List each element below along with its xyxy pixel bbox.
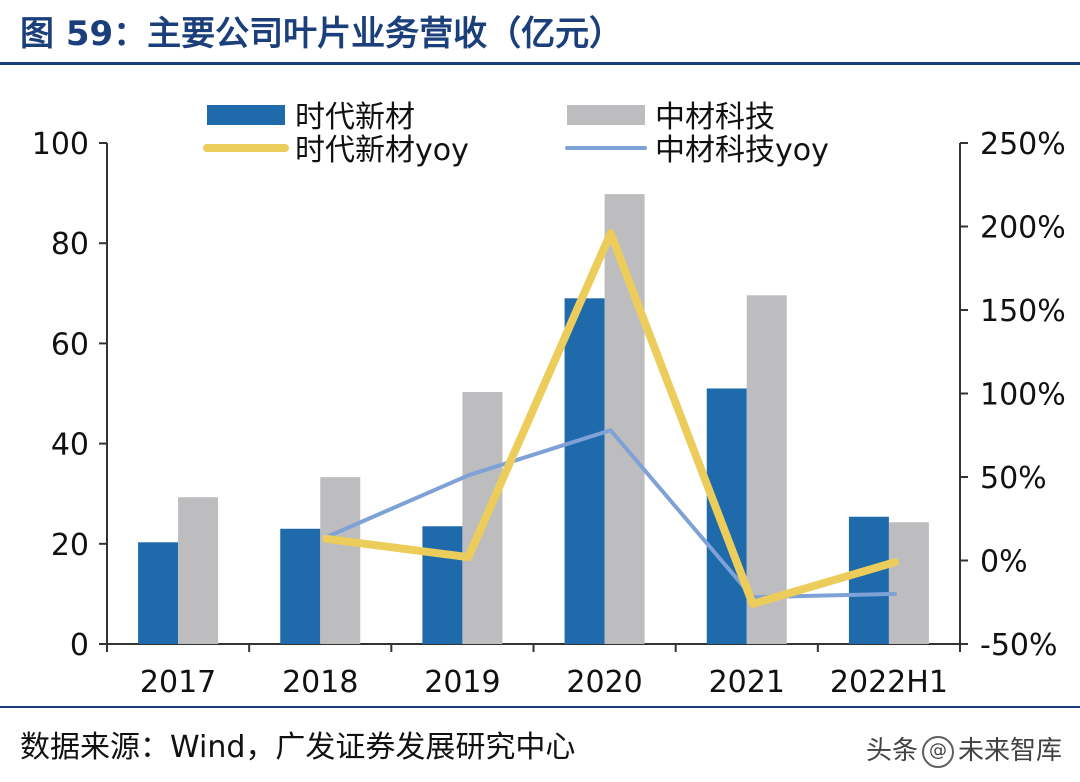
right-tick-label: 50% xyxy=(980,461,1047,496)
legend-label: 中材科技 xyxy=(655,100,775,135)
right-tick-label: 150% xyxy=(980,294,1066,329)
bar-shidai-2020 xyxy=(564,298,605,644)
bar-shidai-2019 xyxy=(422,526,463,644)
bar-zhongcai-2018 xyxy=(320,477,361,644)
watermark-name: 未来智库 xyxy=(957,736,1062,766)
bar-zhongcai-2021 xyxy=(746,295,787,644)
x-tick-label: 2019 xyxy=(424,665,500,700)
source-divider xyxy=(0,706,1080,708)
left-tick-label: 80 xyxy=(51,227,89,262)
right-tick-label: 0% xyxy=(980,545,1028,580)
title-divider xyxy=(0,62,1080,65)
line-zhongcai-yoy xyxy=(324,428,897,600)
right-tick-label: -50% xyxy=(980,628,1058,663)
watermark-symbol: @ xyxy=(921,735,954,768)
legend-label: 时代新材yoy xyxy=(295,133,469,168)
x-tick-label: 2017 xyxy=(140,665,216,700)
left-tick-label: 100 xyxy=(32,127,89,162)
right-tick-label: 250% xyxy=(980,127,1066,162)
left-tick-label: 20 xyxy=(51,528,89,563)
line-shidai-yoy xyxy=(322,229,899,608)
legend-swatch xyxy=(567,105,645,125)
x-tick-label: 2022H1 xyxy=(830,665,948,700)
legend-swatch xyxy=(207,105,285,125)
left-tick-label: 60 xyxy=(51,327,89,362)
lines xyxy=(322,229,899,608)
x-tick-label: 2020 xyxy=(566,665,642,700)
x-tick-label: 2021 xyxy=(709,665,785,700)
left-tick-label: 40 xyxy=(51,428,89,463)
right-tick-label: 100% xyxy=(980,378,1066,413)
legend-label: 时代新材 xyxy=(295,100,415,135)
bar-zhongcai-2017 xyxy=(178,497,219,644)
bar-shidai-2021 xyxy=(706,388,747,644)
right-tick-label: 200% xyxy=(980,211,1066,246)
bar-zhongcai-2022H1 xyxy=(888,522,929,644)
legend-label: 中材科技yoy xyxy=(655,133,829,168)
tick-labels: 0 20 40 60 80 100 -50% 0% 50% 100% 150% 200% 250% 201… xyxy=(32,127,1066,700)
left-tick-label: 0 xyxy=(70,628,89,663)
axes xyxy=(99,142,968,652)
watermark: 头条 @ 未来智库 xyxy=(866,730,1062,768)
watermark-prefix: 头条 xyxy=(865,736,918,766)
source-note: 数据来源：Wind，广发证券发展研究中心 xyxy=(20,730,576,765)
bar-shidai-2018 xyxy=(280,528,321,644)
bar-shidai-2017 xyxy=(138,542,179,644)
figure-title: 图 59：主要公司叶片业务营收（亿元） xyxy=(20,14,624,54)
bars xyxy=(138,194,929,645)
x-tick-label: 2018 xyxy=(282,665,358,700)
bar-shidai-2022H1 xyxy=(848,516,889,644)
